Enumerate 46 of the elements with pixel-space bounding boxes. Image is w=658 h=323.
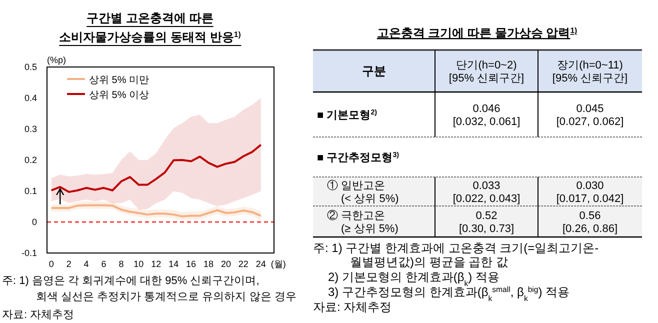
text: 주: 1) 구간별 한계효과에 고온충격 크기(=일최고기온- 월별평년값)의 평균을 곱한 값 [313,241,599,269]
text: 3) 구간추정모형의 한계효과(β$_{k}$$^{small}$, β$_{k}$$^{big}$) 적용 [328,284,570,302]
text: 2) 기본모형의 한계효과(β$_{k}$) 적용 [328,270,500,288]
x-tick-label: 2 [66,259,72,269]
y-tick-label: 0.2 [24,155,37,165]
text: 구분 [362,64,386,78]
x-tick-label: 22 [238,259,248,269]
text: ■ 기본모형$^{2)}$ [317,108,378,122]
x-tick-label: 10 [134,259,144,269]
legend-label: 상위 5% 미만 [89,75,150,86]
text: 0.046 [0.032, 0.061] [452,103,520,128]
y-tick-label: 0.3 [24,124,37,134]
x-tick-label: 14 [168,259,179,269]
x-tick-label: 12 [151,259,162,269]
y-tick-label: 0 [32,217,37,227]
x-tick-label: 20 [220,259,231,269]
text: 0.56 [0.26, 0.86] [562,210,618,235]
x-tick-label: 16 [186,259,196,269]
text: ② 극한고온 (≥ 상위 5%) [327,209,398,235]
text: 자료: 자체추정 [2,309,74,321]
legend-label: 상위 5% 이상 [89,90,150,101]
text: 단기(h=0~2) [95% 신뢰구간] [448,60,524,84]
text: 0.030 [0.017, 0.042] [556,180,624,205]
text: 0.045 [0.027, 0.062] [556,103,624,128]
x-tick-label: 4 [84,259,89,269]
x-tick-label: 6 [101,259,106,269]
text: 0.52 [0.30, 0.73] [458,210,514,235]
text: 0.033 [0.022, 0.043] [452,180,520,205]
line-series [50,144,262,193]
y-axis-title: (%p) [47,55,66,65]
x-tick-label: 18 [204,259,214,269]
y-tick-label: -0.1 [21,248,37,258]
text: 자료: 자체추정 [313,300,392,314]
line-series [50,204,262,218]
x-tick-label: 8 [118,259,124,269]
x-tick-label: 24 [256,259,266,269]
chart-title: 구간별 고온충격에 따른 소비자물가상승률의 동태적 반응$^{1)}$ [59,11,242,44]
x-axis-title: (월) [270,259,286,269]
text: ① 일반고온 (< 상위 5%) [327,179,399,205]
text: 주: 1) 음영은 각 회귀계수에 대한 95% 신뢰구간이며, 회색 실선은 추정치가 통계적으로 유의하지 않은 경우 [2,275,296,303]
y-tick-label: 0.4 [24,93,37,103]
x-tick-label: 0 [48,259,54,269]
text: 장기(h=0~11) [95% 신뢰구간] [552,60,628,84]
text: ■ 구간추정모형$^{3)}$ [317,151,400,164]
y-tick-label: 0.1 [24,186,37,196]
y-tick-label: 0.5 [24,62,37,72]
